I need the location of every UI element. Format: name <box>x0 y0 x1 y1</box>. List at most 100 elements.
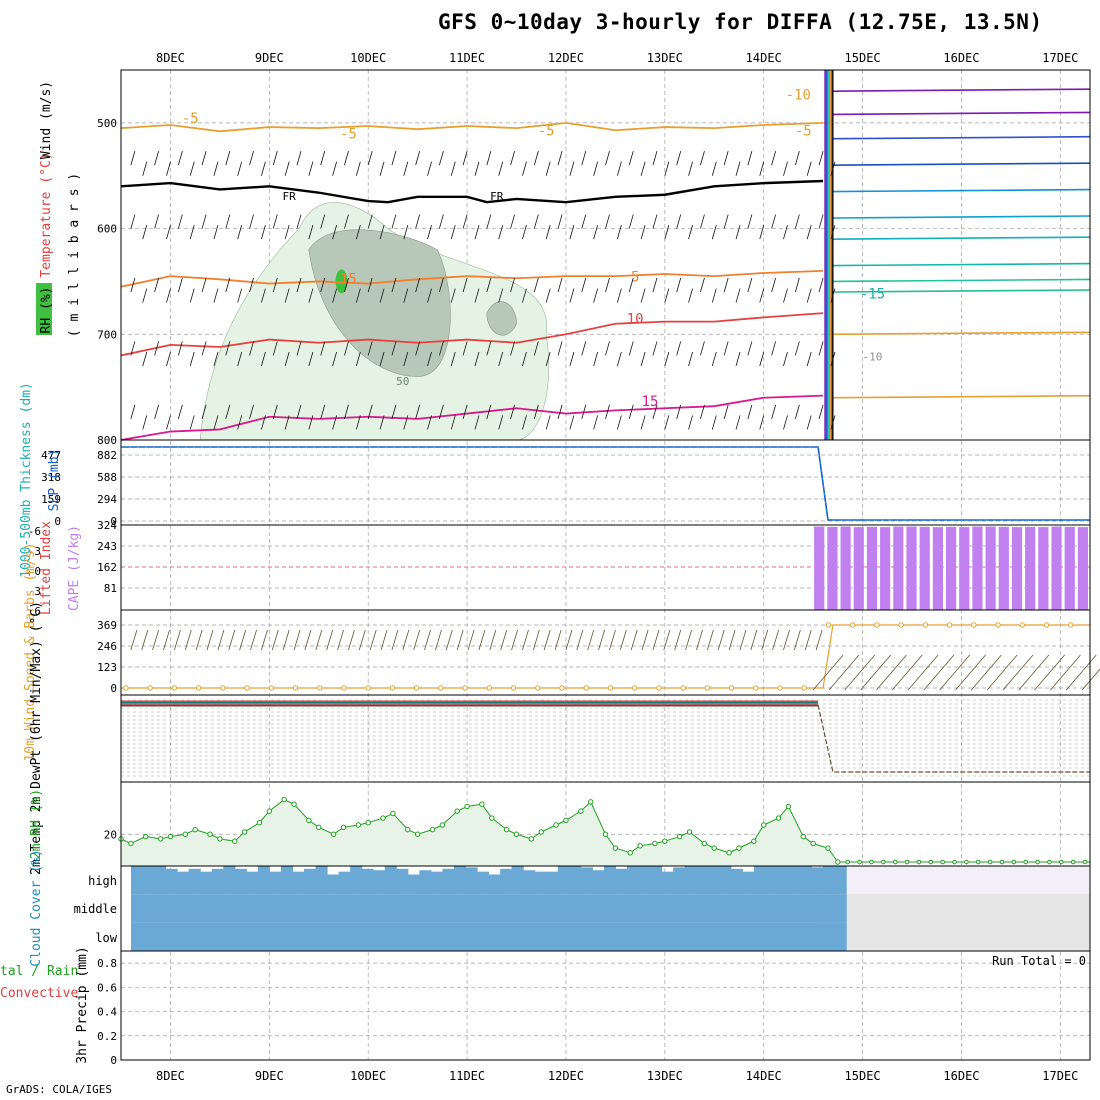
cloud-bar-high <box>177 871 190 895</box>
rh2m-marker <box>726 850 732 856</box>
wind-speed-marker <box>413 685 420 691</box>
wind-speed-marker <box>680 685 686 691</box>
rh2m-marker <box>637 843 643 849</box>
wind-speed-marker <box>438 685 444 691</box>
wind-barb <box>723 404 729 419</box>
wind-barb <box>771 151 776 166</box>
wind-speed-marker <box>535 685 541 691</box>
surface-wind-barb <box>1034 654 1065 691</box>
wind-barb <box>569 288 575 303</box>
x-tick-label-top: 8DEC <box>156 51 185 65</box>
surface-wind-barb <box>750 629 758 651</box>
wind-barb <box>379 415 385 430</box>
rh2m-marker <box>281 796 287 803</box>
wind-barb <box>794 341 800 356</box>
cloud-bar-high <box>211 868 224 895</box>
rh2m-marker <box>489 815 495 821</box>
wind-speed-marker <box>317 685 323 691</box>
surface-wind-barb <box>391 629 399 651</box>
rh2m-marker <box>157 836 164 842</box>
rh2m-marker <box>711 845 717 851</box>
surface-wind-barb <box>939 654 971 691</box>
wind-barb <box>130 341 136 356</box>
wind-barb <box>439 277 444 293</box>
cloud-bar-low <box>592 922 605 951</box>
surface-wind-barb <box>793 629 801 651</box>
surface-wind-barb <box>685 629 692 651</box>
cape-bar <box>814 526 825 610</box>
cloud-bar-middle <box>338 894 351 923</box>
wind-speed-marker <box>510 685 517 691</box>
wind-barb <box>771 404 776 419</box>
rh2m-marker <box>751 838 757 844</box>
contour-label: 10 <box>627 312 644 328</box>
surface-wind-barb <box>445 629 453 651</box>
wind-barb <box>759 225 765 240</box>
wind-barb <box>344 214 349 229</box>
wind-speed-marker <box>753 685 759 691</box>
rh2m-marker <box>1035 859 1040 865</box>
wind-barb <box>616 161 622 176</box>
pressure-tick-label: 600 <box>97 223 117 236</box>
surface-wind-barb <box>141 629 149 651</box>
x-tick-label-bottom: 11DEC <box>449 1069 485 1083</box>
x-tick-label-top: 13DEC <box>647 51 683 65</box>
cloud-bar-high <box>465 867 478 895</box>
surface-wind-barb <box>293 629 301 651</box>
x-tick-label-bottom: 16DEC <box>943 1069 979 1083</box>
surface-wind-barb <box>1002 654 1034 691</box>
rh2m-marker <box>825 845 831 851</box>
wind-barb <box>249 341 254 356</box>
cloud-bar-low <box>788 922 801 951</box>
wind-barb <box>225 404 231 419</box>
cloud-bar-high <box>500 868 513 895</box>
wind-barb <box>284 415 290 430</box>
slp-tick-label: 0 <box>110 515 117 528</box>
wind-barb <box>616 351 622 367</box>
wind-barb <box>201 341 207 356</box>
rh2m-marker <box>207 831 213 837</box>
rh2m-ylabel: 2m RH (%) <box>29 789 44 859</box>
wind-barb <box>154 341 160 356</box>
cloud-bar-high <box>350 866 363 895</box>
wind-barb <box>320 277 326 293</box>
wind-barb <box>794 214 800 229</box>
cape-bar <box>906 526 917 610</box>
rh2m-marker <box>316 824 322 831</box>
wind-speed-marker <box>195 685 202 691</box>
post-break-contour <box>832 162 1091 166</box>
wind-barb <box>427 351 432 367</box>
contour-label: -5 <box>538 124 555 140</box>
wind-barb <box>783 161 788 176</box>
wind-barb <box>533 277 539 293</box>
wind-barb <box>533 214 539 229</box>
wind-barb <box>652 277 658 293</box>
cloud-bar-high <box>569 866 582 895</box>
cloud-bar-high <box>188 868 201 895</box>
cloud-bar-high <box>673 867 686 895</box>
cloud-bar-middle <box>234 894 247 923</box>
contour-label: 15 <box>642 394 659 410</box>
wind-barb <box>213 415 219 430</box>
wind-barb <box>640 351 646 367</box>
axes-layer: 8DEC 8DEC 9DEC 9DEC 10DEC 10DEC 11DEC 11DEC 12DE… <box>0 51 1091 1083</box>
cloud-bar-middle <box>384 894 397 923</box>
slp-line <box>121 446 1090 521</box>
post-break-contour <box>832 278 1091 283</box>
wind-barb <box>783 415 788 430</box>
wind-barb <box>747 404 753 419</box>
wind-barb <box>806 415 812 430</box>
wind-barb <box>367 277 373 293</box>
cape-bar <box>893 526 904 610</box>
cloud-bar-high <box>730 868 743 895</box>
cloud-bar-middle <box>650 894 663 923</box>
wind-barb <box>474 225 480 240</box>
cloud-bar-middle <box>280 894 293 923</box>
temp-contour-5 <box>120 269 824 288</box>
wind-barb <box>771 277 776 293</box>
pressure-tick-label: 800 <box>97 434 117 447</box>
wind-barb <box>142 161 148 176</box>
cloud-bar-low <box>211 922 224 951</box>
surface-wind-barb <box>844 654 876 691</box>
wind-barb <box>735 288 741 303</box>
